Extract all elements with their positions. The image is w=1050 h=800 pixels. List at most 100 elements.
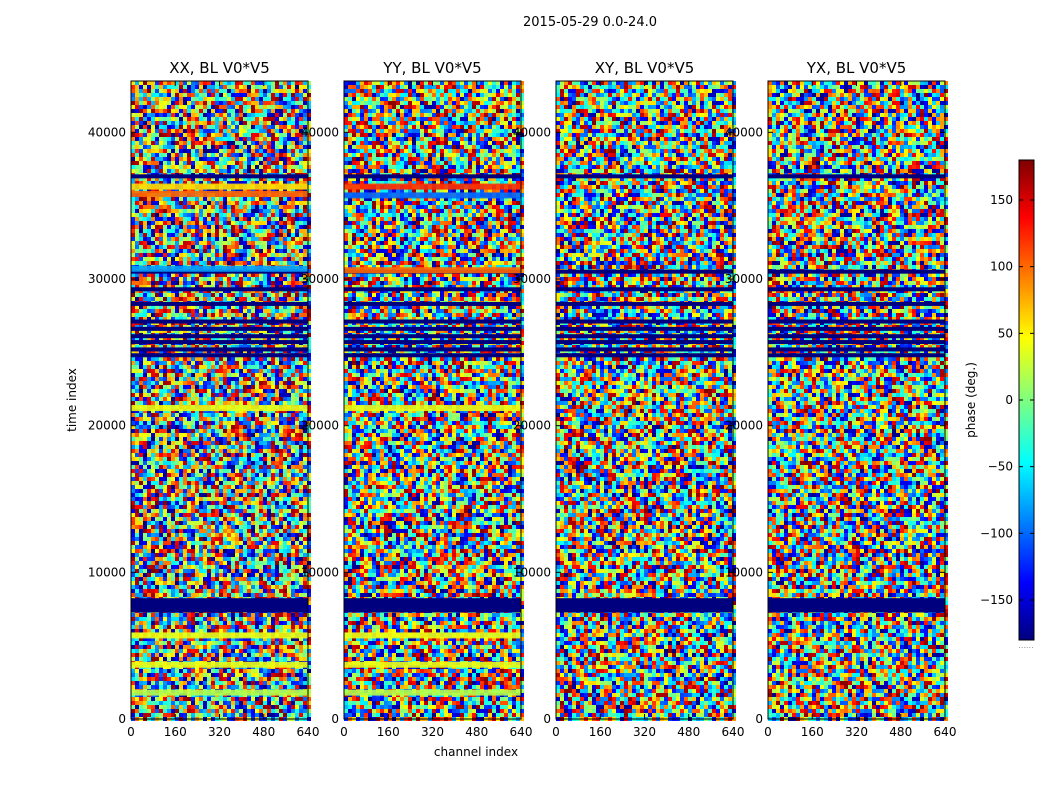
y-tick-label: 0 — [118, 712, 126, 726]
flagged-row — [131, 301, 308, 306]
panel-1: XX, BL V0*V5 0 160 320 480 640 0 10000 20000 3000… — [65, 59, 319, 739]
flagged-row — [344, 347, 521, 352]
flagged-block — [768, 600, 945, 612]
y-tick-label: 0 — [755, 712, 763, 726]
coherent-band — [131, 689, 308, 696]
x-tick-label: 160 — [801, 725, 824, 739]
flagged-row — [131, 353, 308, 358]
flagged-row — [768, 353, 945, 358]
coherent-band — [131, 183, 308, 190]
x-tick-label: 480 — [889, 725, 912, 739]
y-tick-label: 10000 — [88, 565, 126, 579]
y-tick-label: 20000 — [301, 419, 339, 433]
x-tick-label: 0 — [340, 725, 348, 739]
coherent-band — [344, 183, 521, 190]
panel-3: XY, BL V0*V5 0 160 320 480 640 0 10000 20000 3000… — [513, 59, 745, 739]
flagged-row — [344, 326, 521, 331]
colorbar-tick-label: −150 — [980, 593, 1013, 607]
flagged-row — [556, 340, 733, 345]
flagged-block — [344, 600, 521, 612]
y-tick-label: 0 — [331, 712, 339, 726]
coherent-band — [344, 192, 521, 199]
y-tick-label: 30000 — [513, 272, 551, 286]
y-tick-label: 20000 — [513, 419, 551, 433]
flagged-row — [344, 353, 521, 358]
colorbar: −150 −100 −50 0 50 100 150 phase (deg.) ...... — [964, 159, 1035, 650]
y-tick-label: 30000 — [725, 272, 763, 286]
y-tick-label: 30000 — [301, 272, 339, 286]
flagged-block — [556, 600, 733, 612]
coherent-band — [131, 661, 308, 668]
flagged-row — [344, 319, 521, 324]
coherent-band — [131, 632, 308, 639]
coherent-band — [344, 405, 521, 412]
y-tick-label: 10000 — [513, 565, 551, 579]
flagged-row — [768, 326, 945, 331]
colorbar-tick-label: −100 — [980, 526, 1013, 540]
panel-title: YY, BL V0*V5 — [382, 59, 481, 77]
colorbar-tick-label: 150 — [990, 193, 1013, 207]
y-tick-label: 30000 — [88, 272, 126, 286]
x-tick-label: 160 — [164, 725, 187, 739]
flagged-row — [131, 319, 308, 324]
flagged-row — [131, 174, 308, 179]
panel-title: XY, BL V0*V5 — [595, 59, 695, 77]
panel-2: YY, BL V0*V5 0 160 320 480 640 0 10000 20000 3000… — [301, 59, 533, 759]
panel-4: YX, BL V0*V5 0 160 320 480 640 0 10000 20000 3000… — [725, 59, 957, 739]
x-tick-label: 320 — [421, 725, 444, 739]
flagged-row — [131, 334, 308, 339]
flagged-row — [344, 340, 521, 345]
flagged-row — [556, 319, 733, 324]
y-tick-label: 40000 — [301, 125, 339, 139]
flagged-row — [768, 269, 945, 274]
colorbar-tick-label: 100 — [990, 260, 1013, 274]
flagged-row — [556, 269, 733, 274]
phase-noise — [556, 81, 736, 721]
panels: XX, BL V0*V5 0 160 320 480 640 0 10000 20000 3000… — [65, 59, 956, 759]
coherent-band — [131, 190, 308, 197]
flagged-row — [131, 287, 308, 292]
colorbar-footer: ...... — [1018, 641, 1033, 650]
flagged-row — [768, 347, 945, 352]
coherent-band — [344, 661, 521, 668]
flagged-row — [556, 334, 733, 339]
y-tick-label: 20000 — [88, 419, 126, 433]
colorbar-ticks: −150 −100 −50 0 50 100 150 — [980, 193, 1034, 607]
flagged-row — [556, 347, 733, 352]
y-tick-label: 20000 — [725, 419, 763, 433]
flagged-row — [344, 334, 521, 339]
y-tick-label: 40000 — [725, 125, 763, 139]
x-tick-label: 0 — [764, 725, 772, 739]
flagged-row — [556, 326, 733, 331]
colorbar-label: phase (deg.) — [964, 362, 978, 438]
flagged-row — [344, 174, 521, 179]
x-tick-label: 480 — [465, 725, 488, 739]
x-tick-label: 640 — [934, 725, 957, 739]
x-tick-label: 480 — [252, 725, 275, 739]
figure-suptitle: 2015-05-29 0.0-24.0 — [523, 15, 657, 30]
flagged-row — [556, 353, 733, 358]
flagged-row — [344, 287, 521, 292]
coherent-band — [344, 689, 521, 696]
flagged-row — [556, 301, 733, 306]
flagged-row — [768, 301, 945, 306]
flagged-row — [131, 347, 308, 352]
coherent-band — [344, 632, 521, 639]
flagged-row — [131, 326, 308, 331]
flagged-row — [344, 301, 521, 306]
flagged-row — [768, 319, 945, 324]
coherent-band — [131, 265, 308, 272]
flagged-row — [768, 334, 945, 339]
x-tick-label: 160 — [377, 725, 400, 739]
x-tick-label: 480 — [677, 725, 700, 739]
y-tick-label: 40000 — [513, 125, 551, 139]
y-tick-label: 10000 — [725, 565, 763, 579]
x-axis-label: channel index — [434, 745, 518, 759]
x-tick-label: 0 — [127, 725, 135, 739]
coherent-band — [131, 405, 308, 412]
coherent-band — [344, 267, 521, 274]
x-tick-label: 320 — [208, 725, 231, 739]
colorbar-tick-label: 50 — [998, 326, 1013, 340]
y-axis-label: time index — [65, 368, 79, 432]
